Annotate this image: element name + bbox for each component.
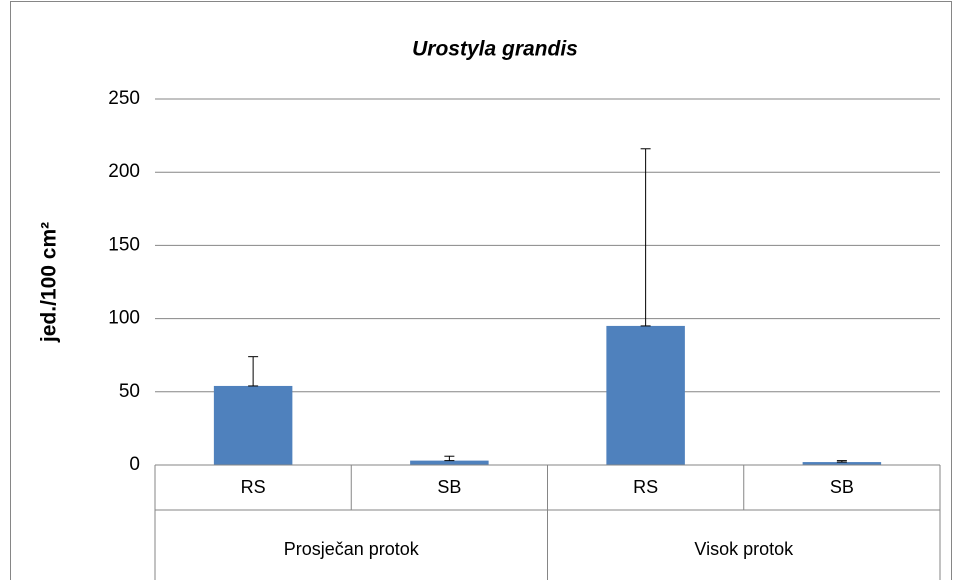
y-tick-label: 0 xyxy=(129,454,140,475)
error-bar xyxy=(248,356,259,387)
x-tick-label: SB xyxy=(437,477,461,497)
y-axis-label: jed./100 cm² xyxy=(38,222,61,343)
y-tick-label: 200 xyxy=(108,161,140,182)
error-bar xyxy=(444,455,455,462)
y-tick-label: 50 xyxy=(119,381,140,402)
bar xyxy=(410,460,489,465)
x-tick-label: RS xyxy=(241,477,266,497)
bar xyxy=(606,325,685,465)
x-tick-label: RS xyxy=(633,477,658,497)
x-tick-label: SB xyxy=(830,477,854,497)
error-bar xyxy=(640,148,651,327)
chart-border xyxy=(10,1,952,580)
y-tick-label: 150 xyxy=(108,234,140,255)
y-tick-label: 250 xyxy=(108,88,140,109)
y-tick-label: 100 xyxy=(108,308,140,329)
group-label: Visok protok xyxy=(694,539,794,559)
chart-title: Urostyla grandis xyxy=(412,38,578,61)
group-label: Prosječan protok xyxy=(284,539,420,559)
bar xyxy=(802,462,882,465)
bar xyxy=(213,385,293,465)
error-bar xyxy=(836,460,847,463)
